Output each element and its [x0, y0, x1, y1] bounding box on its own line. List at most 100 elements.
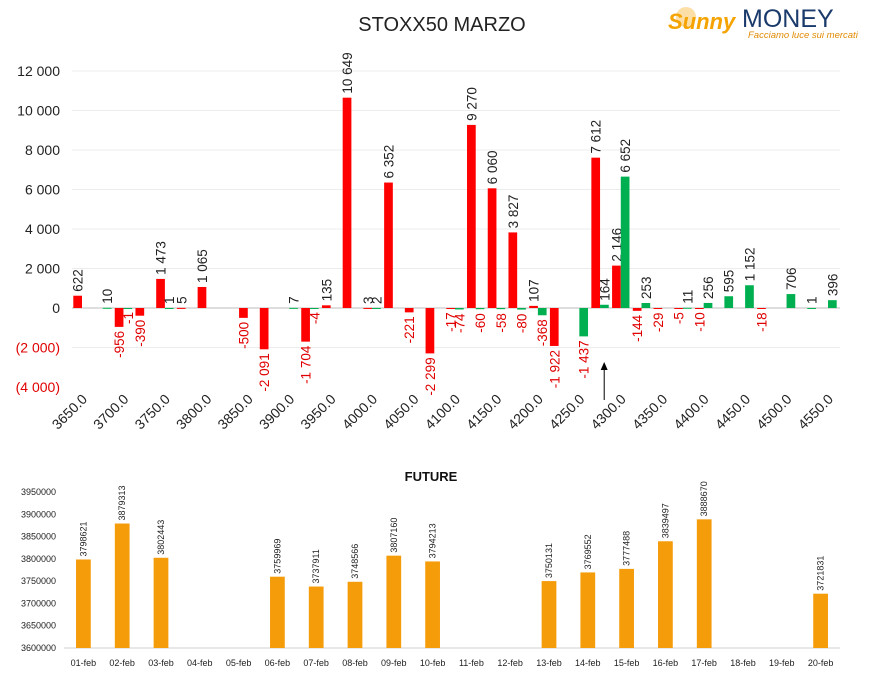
- future-data-label: 3750131: [544, 543, 554, 578]
- future-x-tick-label: 17-feb: [691, 658, 717, 668]
- data-label: -500: [236, 322, 251, 349]
- bar: [467, 124, 476, 308]
- bar: [475, 308, 485, 310]
- data-label: -10: [692, 312, 707, 332]
- x-tick-label: 3700.0: [90, 391, 132, 433]
- y-tick-label: 6 000: [25, 182, 60, 198]
- y-tick-label: (4 000): [16, 379, 60, 395]
- bar: [487, 188, 497, 308]
- future-data-label: 3879313: [117, 485, 127, 520]
- data-label: -60: [473, 313, 488, 333]
- data-label: 2 146: [609, 228, 624, 262]
- logo-brand-a: Sunny: [668, 9, 737, 34]
- x-tick-label: 3750.0: [131, 391, 173, 433]
- y-tick-label: 4 000: [25, 221, 60, 237]
- future-title: FUTURE: [405, 469, 458, 484]
- future-data-label: 3807160: [389, 518, 399, 553]
- future-x-tick-label: 02-feb: [109, 658, 135, 668]
- y-tick-label: 0: [52, 300, 60, 316]
- data-label: -144: [630, 314, 645, 342]
- future-x-tick-label: 07-feb: [303, 658, 329, 668]
- x-tick-label: 4000.0: [339, 391, 381, 433]
- bar: [164, 307, 174, 309]
- bar: [757, 308, 766, 309]
- future-x-tick-label: 09-feb: [381, 658, 407, 668]
- bar: [703, 302, 713, 308]
- future-y-tick-label: 3700000: [21, 598, 56, 608]
- future-bar: [580, 572, 596, 648]
- future-bar: [813, 593, 828, 648]
- bar: [73, 295, 82, 308]
- bar: [384, 182, 393, 308]
- x-tick-label: 3800.0: [173, 391, 215, 433]
- data-label: 2: [369, 296, 384, 304]
- future-data-label: 3777488: [622, 531, 632, 566]
- y-tick-label: 8 000: [25, 142, 60, 158]
- data-label: 256: [701, 276, 716, 299]
- bar: [641, 303, 651, 308]
- page-title: STOXX50 MARZO: [358, 14, 526, 36]
- logo-tagline: Facciamo luce sui mercati: [748, 30, 859, 41]
- data-label: -29: [651, 313, 666, 333]
- future-bar: [658, 541, 673, 648]
- data-label: 135: [319, 279, 334, 302]
- data-label: 10 649: [340, 52, 355, 93]
- y-tick-label: 10 000: [17, 103, 60, 119]
- data-label: 253: [639, 276, 654, 299]
- bar: [529, 305, 538, 308]
- future-x-tick-label: 13-feb: [536, 658, 562, 668]
- future-data-label: 3888670: [699, 481, 709, 516]
- future-bar: [114, 523, 130, 648]
- bar: [620, 176, 630, 308]
- data-label: 7: [287, 296, 302, 304]
- data-label: 396: [825, 274, 840, 297]
- data-label: 3: [361, 296, 376, 304]
- bar: [289, 307, 298, 309]
- bar: [123, 308, 133, 309]
- bar: [674, 308, 683, 309]
- sunny-money-logo: Sunny MONEY Facciamo luce sui mercati: [668, 5, 859, 41]
- bar: [446, 308, 455, 309]
- future-data-label: 3802443: [156, 520, 166, 555]
- future-bar: [153, 557, 169, 648]
- bar: [612, 265, 621, 308]
- data-label: -2 299: [423, 357, 438, 395]
- data-label: -2 091: [257, 353, 272, 391]
- future-data-label: 3839497: [660, 503, 670, 538]
- bar: [156, 278, 165, 308]
- bar: [591, 157, 601, 308]
- bar: [259, 308, 269, 350]
- data-label: -4: [307, 312, 322, 324]
- data-label: 164: [597, 278, 612, 301]
- data-label: 9 270: [464, 87, 479, 121]
- y-tick-label: 12 000: [17, 63, 60, 79]
- data-label: 5: [174, 296, 189, 304]
- future-x-tick-label: 04-feb: [187, 658, 213, 668]
- future-data-label: 3721831: [816, 556, 826, 591]
- data-label: 1 152: [742, 247, 757, 281]
- data-label: -1 437: [577, 340, 592, 378]
- future-bar: [308, 586, 324, 648]
- future-data-label: 3737911: [311, 549, 321, 583]
- data-label: 6 060: [485, 151, 500, 185]
- future-data-label: 3748566: [350, 544, 360, 579]
- bar: [579, 308, 589, 337]
- x-tick-label: 4450.0: [712, 391, 754, 433]
- data-label: -17: [444, 312, 459, 332]
- data-label: 1: [162, 296, 177, 304]
- bar: [197, 286, 207, 308]
- bar: [537, 308, 547, 316]
- future-y-tick-label: 3850000: [21, 532, 56, 542]
- future-x-tick-label: 19-feb: [769, 658, 795, 668]
- x-tick-label: 4050.0: [380, 391, 422, 433]
- bar: [404, 308, 414, 313]
- future-data-label: 3769552: [583, 534, 593, 569]
- future-x-tick-label: 01-feb: [71, 658, 97, 668]
- main-chart: 12 000 10 000 8 000 6 000 4 000 2 000 0 (2 000)…: [16, 52, 841, 433]
- future-x-tick-label: 16-feb: [653, 658, 679, 668]
- future-bar: [347, 581, 363, 648]
- future-bar: [425, 561, 440, 648]
- data-label: -18: [754, 312, 769, 332]
- bar: [745, 285, 754, 308]
- bar: [425, 308, 435, 354]
